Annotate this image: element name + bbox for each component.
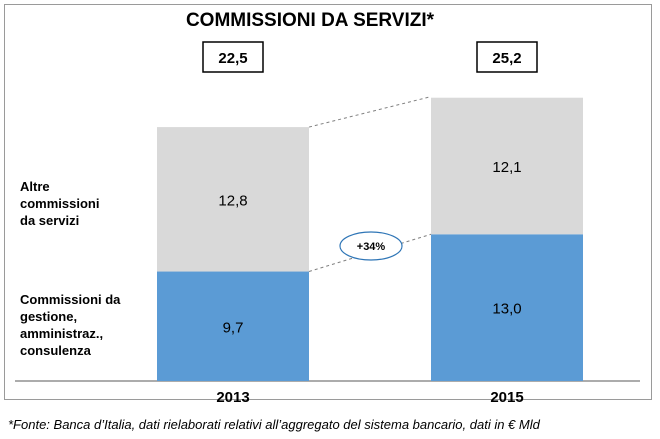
legend-line: amministraz., <box>20 326 104 341</box>
source-footnote: *Fonte: Banca d’Italia, dati rielaborati… <box>8 417 540 432</box>
growth-ellipse <box>339 231 403 261</box>
legend-line: gestione, <box>20 309 78 324</box>
chart-title: COMMISSIONI DA SERVIZI* <box>185 10 435 31</box>
bar-value-label: 12,1 <box>492 159 521 176</box>
legend-line: da servizi <box>20 213 80 228</box>
bar-segment <box>157 127 309 272</box>
total-box <box>202 41 264 73</box>
legend-line: Altre <box>20 179 50 194</box>
bar-value-label: 13,0 <box>492 301 521 318</box>
total-value-label: 22,5 <box>218 50 247 67</box>
total-value-label: 25,2 <box>492 50 521 67</box>
growth-label: +34% <box>357 241 386 253</box>
bar-segment <box>431 97 583 235</box>
bar-value-label: 12,8 <box>218 192 247 209</box>
connector-line-total <box>308 96 432 128</box>
total-box <box>476 41 538 73</box>
bar-segment <box>157 271 309 381</box>
bar-segment <box>431 234 583 381</box>
x-tick-label: 2015 <box>490 389 523 406</box>
bar-value-label: 9,7 <box>223 319 244 336</box>
chart-frame <box>4 4 652 400</box>
legend-line: commissioni <box>20 196 100 211</box>
legend-line: consulenza <box>20 343 91 358</box>
legend-label-commissioni-gestione: Commissioni da gestione, amministraz., c… <box>20 291 150 359</box>
legend-label-altre-commissioni: Altre commissioni da servizi <box>20 178 150 229</box>
x-tick-label: 2013 <box>216 389 249 406</box>
legend-line: Commissioni da <box>20 292 121 307</box>
